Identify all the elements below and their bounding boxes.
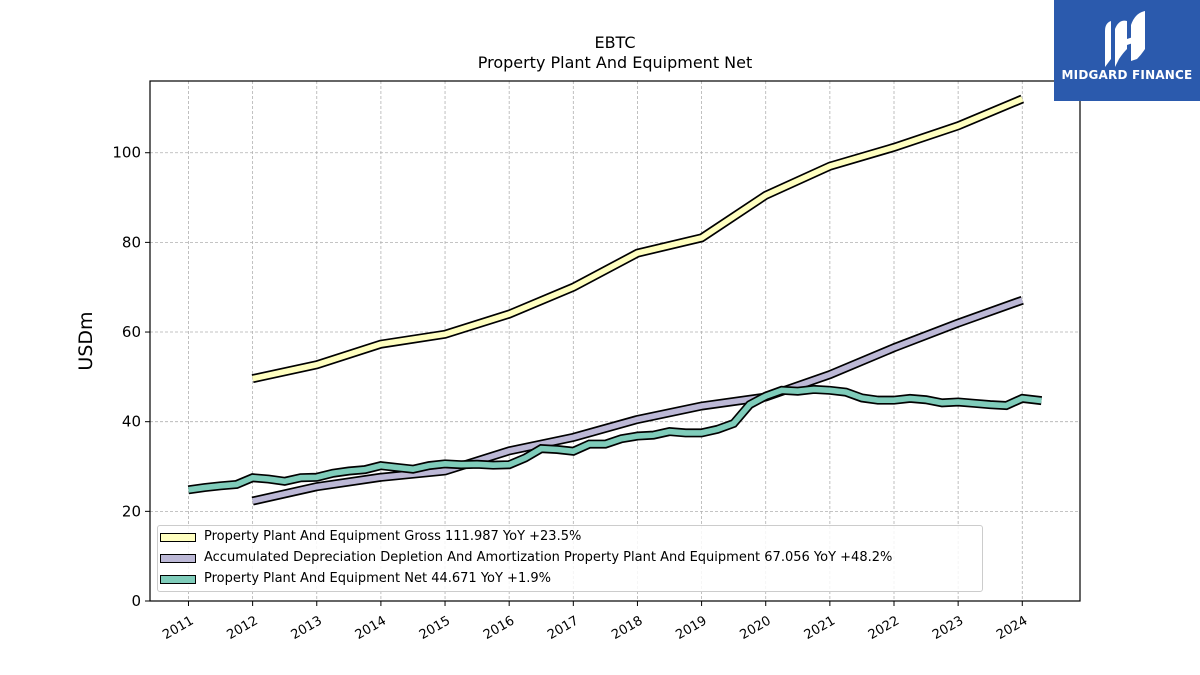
x-tick-label: 2021 [802, 613, 838, 643]
series-line-accumulated-depreciation [252, 297, 1024, 504]
midgard-m-logo-icon [1105, 11, 1145, 67]
axes-frame [149, 80, 1081, 602]
y-axis-label: USDm [75, 311, 97, 370]
y-tick-label: 20 [122, 502, 141, 520]
x-tick-label: 2022 [866, 613, 902, 643]
y-tick-label: 0 [131, 592, 141, 610]
y-tick-label: 80 [122, 233, 141, 251]
y-tick-label: 40 [122, 413, 141, 431]
x-tick-label: 2017 [545, 613, 581, 643]
x-tick-label: 2011 [160, 613, 196, 643]
x-tick-label: 2016 [481, 613, 517, 643]
x-tick-label: 2015 [417, 613, 453, 643]
series-line-ppe-gross [252, 96, 1024, 382]
x-tick-label: 2012 [224, 613, 260, 643]
legend-label-ppe-net: Property Plant And Equipment Net 44.671 … [204, 571, 551, 586]
legend-label-accumulated-depreciation: Accumulated Depreciation Depletion And A… [204, 550, 893, 565]
x-tick-label: 2014 [353, 613, 389, 643]
x-tick-label: 2020 [738, 613, 774, 643]
chart-subtitle: Property Plant And Equipment Net [477, 53, 753, 72]
x-tick-label: 2019 [673, 613, 709, 643]
chart-title: EBTC [594, 33, 636, 52]
midgard-finance-logo: MIDGARD FINANCE [1054, 0, 1200, 101]
legend-swatch-ppe-gross [160, 533, 196, 542]
x-tick-label: 2013 [289, 613, 325, 643]
x-tick-label: 2024 [994, 613, 1030, 643]
chart-legend: Property Plant And Equipment Gross 111.9… [157, 525, 983, 592]
legend-label-ppe-gross: Property Plant And Equipment Gross 111.9… [204, 529, 582, 544]
plot-area [150, 81, 1080, 601]
legend-swatch-ppe-net [160, 575, 196, 584]
legend-swatch-accumulated-depreciation [160, 554, 196, 563]
y-tick-label: 60 [122, 323, 141, 341]
x-tick-label: 2018 [609, 613, 645, 643]
x-tick-label: 2023 [930, 613, 966, 643]
y-tick-label: 100 [112, 144, 141, 162]
series-line-ppe-net [188, 386, 1042, 493]
logo-text: MIDGARD FINANCE [1061, 68, 1193, 82]
